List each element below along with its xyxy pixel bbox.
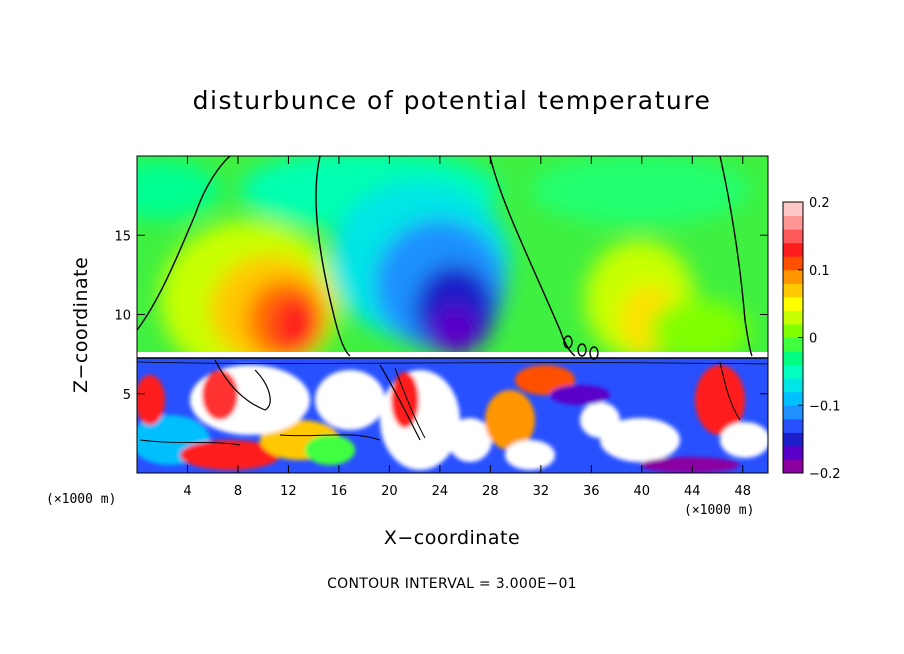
colorbar-swatch	[783, 459, 803, 474]
colorbar-swatch	[783, 323, 803, 338]
x-tick-label: 36	[583, 484, 600, 499]
contour-lines	[137, 156, 768, 446]
x-tick-label: 44	[684, 484, 701, 499]
field-lower-structures	[137, 365, 768, 473]
colorbar-tick-label: 0.2	[809, 196, 830, 211]
x-tick-label: 8	[234, 484, 242, 499]
colorbar-swatch	[783, 215, 803, 230]
x-unit-right: (×1000 m)	[684, 503, 755, 518]
colorbar-swatch	[783, 283, 803, 298]
x-unit-left: (×1000 m)	[46, 492, 117, 507]
colorbar-tick-label: 0.1	[809, 264, 830, 279]
x-axis-label: X−coordinate	[383, 527, 521, 549]
colorbar-swatch	[783, 351, 803, 366]
colorbar-swatch	[783, 378, 803, 393]
y-tick-label: 5	[123, 388, 131, 403]
y-tick-label: 10	[114, 309, 131, 324]
colorbar-swatch	[783, 202, 803, 217]
colorbar-tick-label: 0	[809, 332, 817, 347]
colorbar-swatch	[783, 432, 803, 447]
colorbar-swatch	[783, 296, 803, 311]
y-axis-label: Z−coordinate	[70, 256, 92, 393]
x-tick-label: 32	[533, 484, 550, 499]
x-tick-label: 28	[482, 484, 499, 499]
colorbar: 0.2 0.1 0 −0.1 −0.2	[782, 196, 841, 482]
x-tick-label: 16	[331, 484, 348, 499]
colorbar-swatch	[783, 242, 803, 257]
colorbar-swatch	[783, 418, 803, 433]
colorbar-swatch	[783, 229, 803, 244]
field-upper-structures	[137, 156, 750, 380]
heatmap-field	[137, 156, 768, 473]
x-tick-label: 48	[734, 484, 751, 499]
colorbar-swatch	[783, 364, 803, 379]
colorbar-swatch	[783, 445, 803, 460]
colorbar-swatch	[783, 269, 803, 284]
chart-title: disturbunce of potential temperature	[192, 86, 712, 115]
colorbar-tick-label: −0.2	[809, 467, 841, 482]
colorbar-swatch	[783, 310, 803, 325]
x-tick-label: 24	[432, 484, 449, 499]
x-tick-label: 40	[634, 484, 651, 499]
colorbar-swatch	[783, 391, 803, 406]
x-tick-label: 12	[280, 484, 297, 499]
colorbar-swatch	[783, 256, 803, 271]
colorbar-tick-label: −0.1	[809, 399, 841, 414]
colorbar-swatch	[783, 337, 803, 352]
x-tick-label: 20	[381, 484, 398, 499]
y-axis: 5 10 15	[114, 229, 768, 403]
x-tick-label: 4	[183, 484, 191, 499]
contour-interval-note: CONTOUR INTERVAL = 3.000E−01	[327, 576, 577, 592]
field-inversion-strip	[137, 352, 768, 358]
y-tick-label: 15	[114, 229, 131, 244]
x-axis: 4 8 12 16 20 24 28 32 36 40 44 48	[183, 156, 751, 499]
colorbar-swatch	[783, 405, 803, 420]
